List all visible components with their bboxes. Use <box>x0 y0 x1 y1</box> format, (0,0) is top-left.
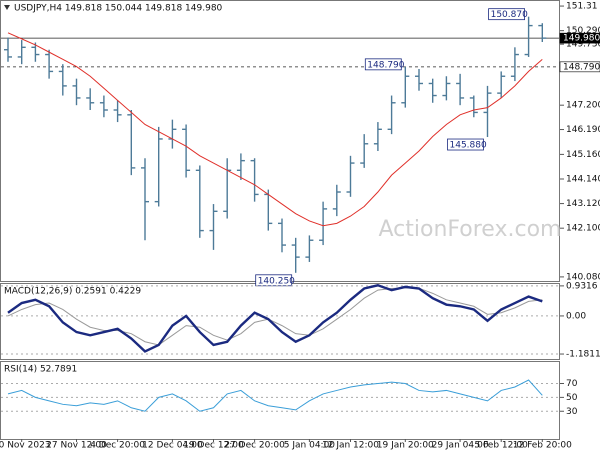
x-tick-label: 20 Nov 2023 <box>0 441 51 450</box>
annotation-label: 145.880 <box>450 141 487 151</box>
level-label: 149.980 <box>563 34 600 44</box>
x-tick-label: 5 Feb 12:00 <box>475 441 529 450</box>
series-line <box>7 379 543 412</box>
menu-icon <box>4 5 10 10</box>
annotation-box <box>255 274 293 287</box>
level-label: 148.790 <box>563 62 600 72</box>
series-line <box>7 284 543 353</box>
y-tick-label: 0.9316 <box>566 281 598 291</box>
y-tick-label: 149.730 <box>566 40 600 50</box>
x-tick-label: 12 Jan 12:00 <box>322 441 379 450</box>
y-tick-label: 150.290 <box>566 26 600 36</box>
level-box <box>559 61 600 73</box>
x-tick-label: 12 Feb 20:00 <box>513 441 572 450</box>
x-tick-label: 27 Nov 12:00 <box>46 441 107 450</box>
level-box <box>559 32 600 44</box>
y-tick-label: -1.1811 <box>566 350 600 360</box>
rsi-panel <box>0 361 560 440</box>
annotation-label: 148.790 <box>367 60 404 70</box>
y-tick-label: 144.140 <box>566 174 600 184</box>
y-tick-label: 0.00 <box>566 311 586 321</box>
panel-title: USDJPY,H4 149.818 150.044 149.818 149.98… <box>14 4 223 14</box>
y-tick-label: 147.200 <box>566 101 600 111</box>
annotation-box <box>447 138 484 151</box>
y-tick-label: 146.190 <box>566 125 600 135</box>
y-tick-label: 140.080 <box>566 272 600 282</box>
y-tick-label: 145.160 <box>566 150 600 160</box>
y-tick-label: 143.120 <box>566 199 600 209</box>
x-tick-label: 5 Jan 04:00 <box>284 441 336 450</box>
y-tick-label: 50 <box>566 393 578 403</box>
panel-title: RSI(14) 52.7891 <box>4 365 77 375</box>
x-tick-label: 29 Jan 04:00 <box>432 441 489 450</box>
y-tick-label: 70 <box>566 379 578 389</box>
x-tick-label: 27 Dec 20:00 <box>224 441 285 450</box>
x-tick-label: 19 Dec 12:00 <box>183 441 244 450</box>
y-tick-label: 142.100 <box>566 224 600 234</box>
x-tick-label: 4 Dec 20:00 <box>90 441 145 450</box>
y-tick-label: 151.31 <box>566 2 598 12</box>
annotation-label: 150.870 <box>491 10 528 20</box>
series-line <box>7 287 543 346</box>
y-tick-label: 30 <box>566 407 578 417</box>
panel-title: MACD(12,26,9) 0.2591 0.4229 <box>4 287 141 297</box>
annotation-label: 140.250 <box>258 276 295 286</box>
series-line <box>7 32 543 227</box>
x-tick-label: 19 Jan 20:00 <box>377 441 434 450</box>
watermark: ActionForex.com <box>379 217 562 242</box>
annotation-box <box>364 58 402 71</box>
annotation-box <box>488 8 526 21</box>
x-tick-label: 12 Dec 04:00 <box>142 441 203 450</box>
